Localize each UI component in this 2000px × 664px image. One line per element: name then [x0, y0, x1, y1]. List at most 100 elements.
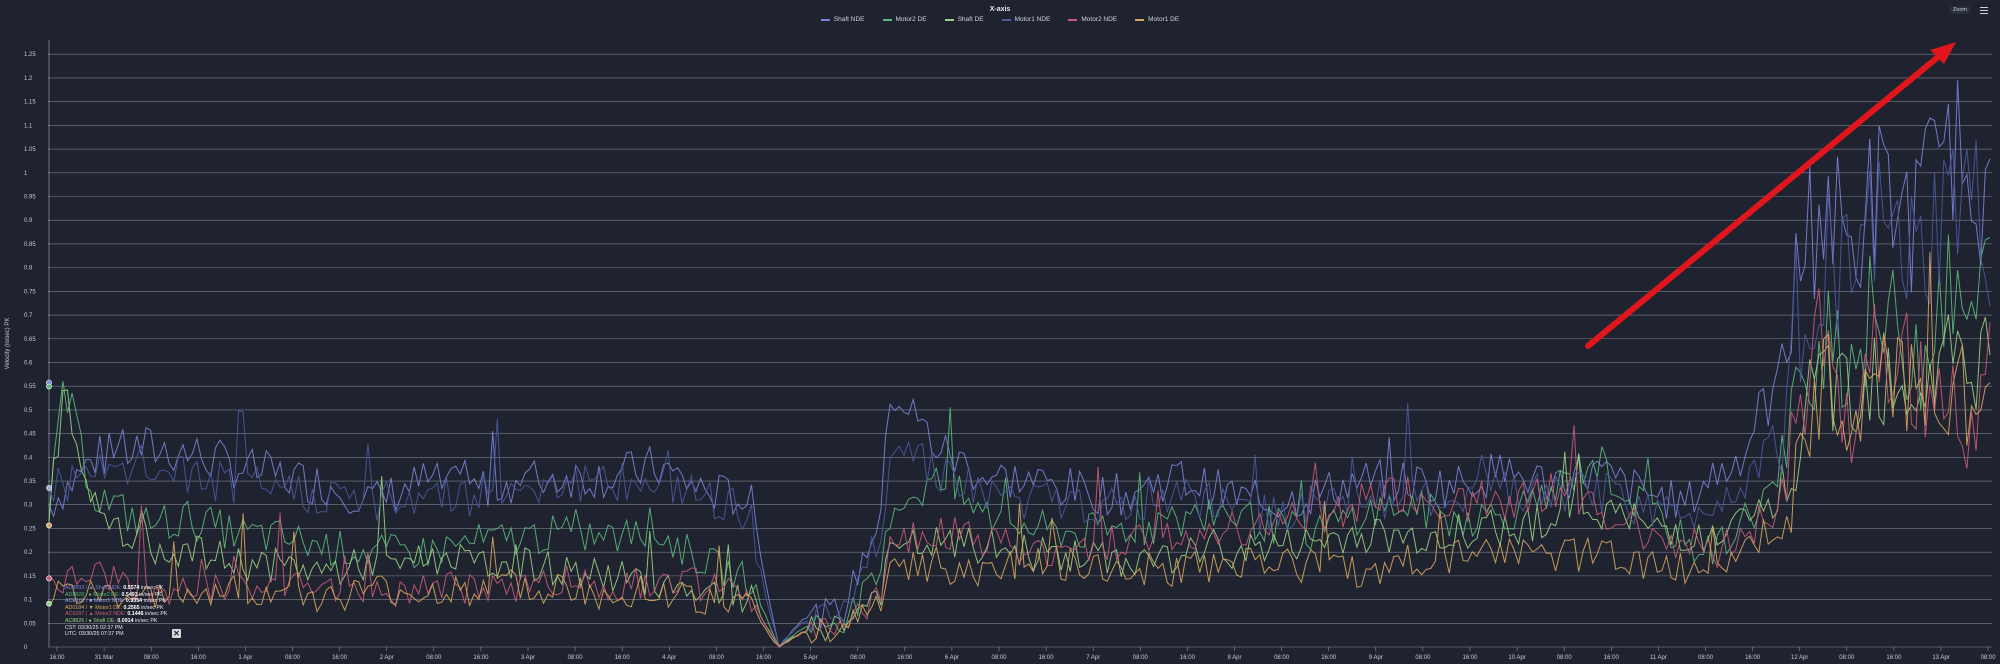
legend-item[interactable]: Motor1 DE: [1135, 16, 1179, 23]
y-tick-label: 1.2: [24, 76, 33, 82]
y-tick-label: 0.15: [24, 574, 36, 580]
tooltip-unit: in/sec PK: [143, 611, 168, 618]
tooltip-series-label: AC8826 / ● Shaft DE:: [65, 617, 118, 624]
legend-label: Motor2 DE: [895, 16, 927, 23]
tooltip-row: AD8828 / ● Motor2 DE: 0.5493 in/sec PK: [65, 592, 185, 599]
legend-label: Motor1 NDE: [1014, 16, 1051, 23]
x-tick-label: 16:00: [1604, 655, 1620, 661]
x-tick-label: 08:00: [426, 655, 442, 661]
x-tick-label: 08:00: [1698, 655, 1714, 661]
x-tick-label: 16:00: [1039, 655, 1055, 661]
tooltip-unit: in/sec PK: [133, 617, 158, 624]
x-tick-label: 08:00: [1981, 655, 1997, 661]
series-line-motor1-nde: [48, 140, 1991, 649]
hover-marker: [46, 383, 52, 390]
y-tick-label: 0.35: [24, 479, 36, 485]
y-tick-label: 1.25: [24, 52, 36, 58]
y-tick-label: 0.3: [24, 503, 33, 509]
tooltip-series-label: AD0184 / ▼ Motor1 DE:: [65, 604, 124, 611]
x-tick-label: 08:00: [568, 655, 584, 661]
y-tick-label: 0.25: [24, 526, 36, 532]
hover-marker: [46, 575, 52, 582]
tooltip-series-label: AC0287 / ▲ Motor2 NDE:: [65, 611, 128, 618]
hover-marker: [46, 485, 52, 491]
x-tick-label: 16:00: [1180, 655, 1196, 661]
x-tick-label: 10 Apr: [1508, 655, 1525, 661]
x-tick-label: 12 Apr: [1791, 655, 1808, 661]
legend-item[interactable]: Motor2 NDE: [1068, 16, 1117, 23]
legend-label: Shaft NDE: [833, 16, 865, 23]
tooltip-series-label: AD8828 / ● Motor2 DE:: [65, 591, 122, 598]
x-tick-label: 1 Apr: [238, 655, 252, 661]
tooltip-value: 0.1446: [127, 611, 144, 618]
tooltip-unit: in/sec PK: [142, 598, 166, 605]
legend-item[interactable]: Shaft DE: [944, 16, 984, 23]
y-tick-label: 1.15: [24, 100, 36, 106]
tooltip-row: ACE101 / ■ Motor1 NDE: 0.3354 in/sec PK: [65, 598, 185, 605]
y-tick-label: 0.4: [24, 455, 33, 461]
x-tick-label: 16:00: [897, 655, 913, 661]
x-tick-label: 08:00: [991, 655, 1007, 661]
x-tick-label: 16:00: [615, 655, 631, 661]
x-tick-label: 08:00: [1557, 655, 1573, 661]
legend-item[interactable]: Motor2 DE: [882, 16, 927, 23]
legend-swatch: [1068, 18, 1078, 21]
x-tick-label: 08:00: [1415, 655, 1431, 661]
x-tick-label: 9 Apr: [1369, 655, 1383, 661]
x-tick-label: 5 Apr: [804, 655, 818, 661]
tooltip-time-cst: CST: 03/30/25 02:37 PM: [65, 624, 123, 631]
legend-swatch: [1135, 18, 1145, 21]
legend: Shaft NDE Motor2 DE Shaft DE Motor1 NDE Moto…: [0, 16, 2000, 23]
x-tick-label: 13 Apr: [1932, 655, 1949, 661]
tooltip-time-utc: UTC: 03/30/25 07:37 PM: [65, 631, 124, 638]
y-tick-label: 0.55: [24, 384, 36, 390]
x-tick-label: 7 Apr: [1086, 655, 1100, 661]
hover-marker: [46, 522, 52, 529]
tooltip-value: 0.0914: [117, 617, 134, 624]
legend-label: Motor1 DE: [1148, 16, 1180, 23]
x-tick-label: 31 Mar: [95, 655, 114, 661]
y-tick-label: 0.5: [24, 408, 33, 414]
tooltip-series-label: AD8893 / ▲ Shaft NDE:: [65, 585, 124, 591]
y-tick-label: 0.9: [24, 218, 33, 224]
x-tick-label: 08:00: [1274, 655, 1290, 661]
tooltip-unit: in/sec PK: [137, 591, 162, 598]
y-tick-label: 0.75: [24, 289, 36, 295]
x-tick-label: 3 Apr: [521, 655, 535, 661]
y-tick-label: 1.05: [24, 147, 36, 153]
x-tick-label: 16:00: [756, 655, 772, 661]
y-tick-label: 0.7: [24, 313, 33, 319]
x-tick-label: 2 Apr: [380, 655, 394, 661]
hover-marker: [46, 600, 52, 607]
x-tick-label: 08:00: [285, 655, 301, 661]
y-tick-label: 0.05: [24, 621, 36, 627]
y-tick-label: 0.6: [24, 360, 33, 366]
zoom-button[interactable]: Zoom: [1949, 6, 1970, 14]
y-tick-label: 1.1: [24, 123, 33, 129]
legend-item[interactable]: Shaft NDE: [820, 16, 865, 23]
x-tick-label: 16:00: [191, 655, 207, 661]
legend-label: Shaft DE: [957, 16, 984, 23]
x-tick-label: 16:00: [332, 655, 348, 661]
tooltip-close-button[interactable]: ✕: [172, 629, 181, 638]
x-tick-label: 08:00: [850, 655, 866, 661]
tooltip-value: 0.5574: [123, 585, 140, 591]
tooltip-value: 0.2565: [123, 604, 140, 611]
hamburger-icon[interactable]: [1980, 7, 1988, 14]
x-tick-label: 16:00: [1886, 655, 1902, 661]
x-tick-label: 08:00: [1133, 655, 1149, 661]
legend-item[interactable]: Motor1 NDE: [1001, 16, 1051, 23]
annotation-arrow-head: [1930, 42, 1956, 64]
x-tick-label: 16:00: [49, 655, 65, 661]
y-tick-label: 0.8: [24, 266, 33, 272]
tooltip-row: AD0184 / ▼ Motor1 DE: 0.2565 in/sec PK: [65, 605, 185, 612]
x-tick-label: 08:00: [1839, 655, 1855, 661]
x-tick-label: 11 Apr: [1650, 655, 1667, 661]
tooltip: AD8893 / ▲ Shaft NDE: 0.5574 in/sec PK AD…: [65, 585, 185, 638]
tooltip-row: AD8893 / ▲ Shaft NDE: 0.5574 in/sec PK: [65, 585, 185, 592]
x-tick-label: 08:00: [144, 655, 160, 661]
x-tick-label: 16:00: [473, 655, 489, 661]
x-tick-label: 16:00: [1321, 655, 1337, 661]
y-tick-label: 0: [24, 645, 28, 651]
